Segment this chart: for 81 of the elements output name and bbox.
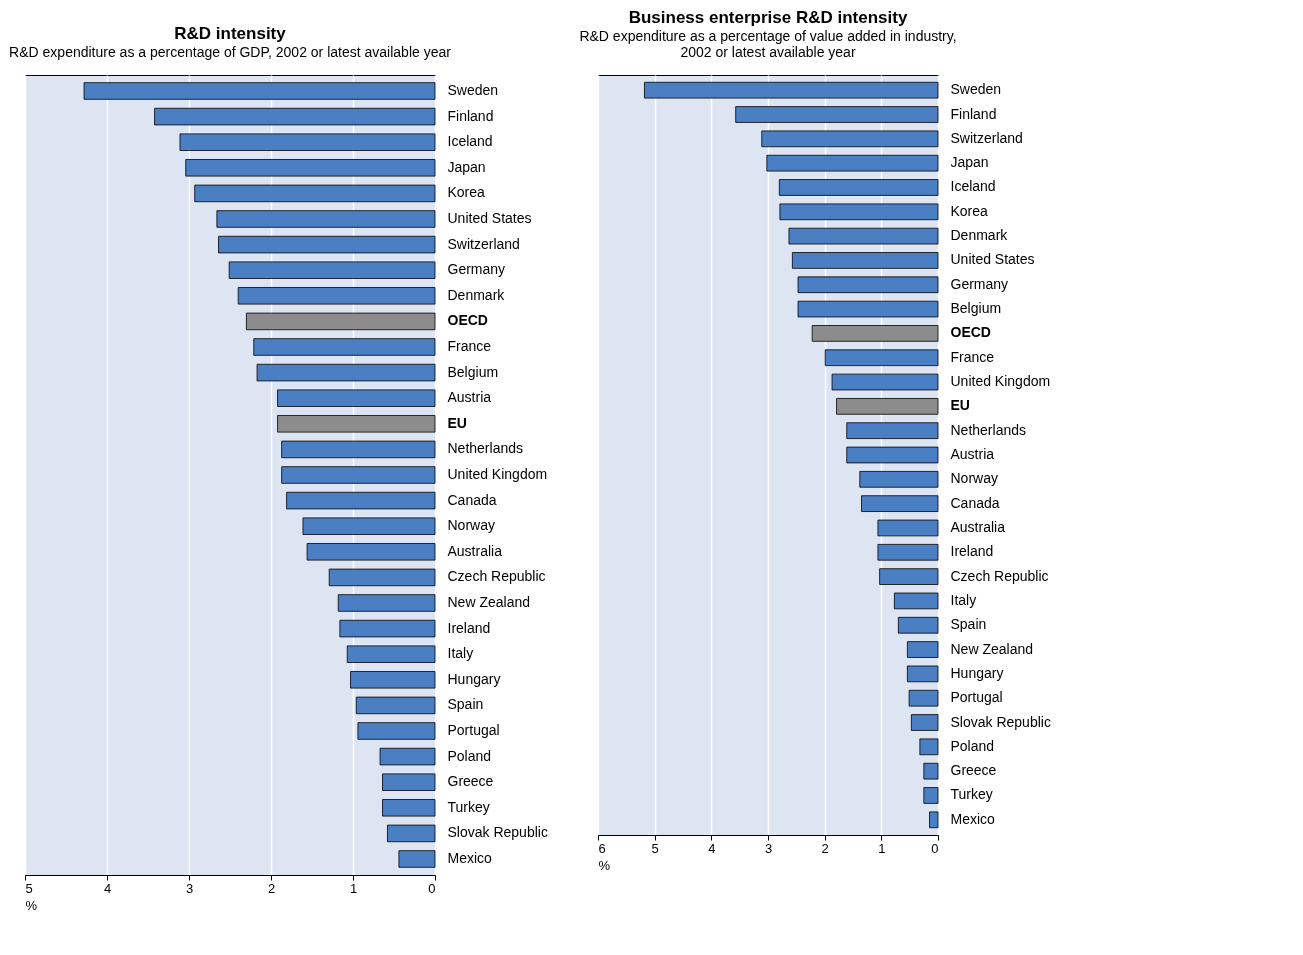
y-tick-label: Greece <box>950 762 997 779</box>
x-tick-label: 4 <box>708 840 716 856</box>
y-tick-label: Greece <box>447 773 494 790</box>
x-tick-label: 2 <box>267 880 276 896</box>
y-tick-label: Denmark <box>950 227 1009 244</box>
y-tick-label: Iceland <box>447 133 493 150</box>
y-tick-label: EU <box>447 414 467 431</box>
x-tick-label: 1 <box>349 880 358 896</box>
y-tick-label: Spain <box>447 696 484 713</box>
chart-title: R&D intensity <box>174 24 287 43</box>
x-axis-title: % <box>598 857 611 873</box>
x-tick-label: 5 <box>25 880 33 896</box>
y-tick-label: United Kingdom <box>447 466 548 482</box>
x-tick-label: 4 <box>103 880 112 896</box>
y-tick-label: Portugal <box>447 722 500 738</box>
y-tick-label: United States <box>447 210 532 226</box>
y-tick-label: New Zealand <box>447 594 530 610</box>
y-tick-label: Slovak Republic <box>950 713 1051 730</box>
y-tick-label: OECD <box>447 312 488 329</box>
y-tick-label: Austria <box>447 389 492 406</box>
y-tick-label: Switzerland <box>950 129 1023 146</box>
y-tick-label: Hungary <box>950 664 1004 681</box>
y-tick-label: Mexico <box>950 810 996 827</box>
y-tick-label: Mexico <box>447 850 493 866</box>
y-tick-label: EU <box>950 397 970 414</box>
y-tick-label: Finland <box>950 105 997 122</box>
y-tick-label: Netherlands <box>950 421 1026 438</box>
y-tick-label: Belgium <box>447 363 499 380</box>
y-tick-label: United Kingdom <box>950 373 1051 390</box>
y-tick-label: Switzerland <box>447 235 520 252</box>
x-tick-label: 3 <box>764 840 773 856</box>
y-tick-label: Korea <box>447 184 486 201</box>
y-tick-label: Poland <box>950 737 995 754</box>
y-tick-label: Slovak Republic <box>447 824 548 841</box>
x-axis-title: % <box>25 897 38 913</box>
x-tick-label: 1 <box>878 840 886 856</box>
y-tick-label: Japan <box>950 154 989 171</box>
y-tick-label: Turkey <box>447 798 490 815</box>
y-tick-label: Iceland <box>950 178 996 195</box>
y-tick-label: Sweden <box>950 81 1002 98</box>
y-tick-label: Hungary <box>447 670 501 687</box>
x-tick-label: 2 <box>821 840 829 856</box>
y-tick-label: Ireland <box>447 619 491 636</box>
x-tick-label: 0 <box>931 840 939 856</box>
y-tick-label: Germany <box>447 261 506 278</box>
y-tick-label: Canada <box>447 491 497 508</box>
y-tick-label: Poland <box>447 747 492 764</box>
y-tick-label: Australia <box>950 518 1006 535</box>
x-tick-label: 5 <box>651 840 659 856</box>
y-tick-label: OECD <box>950 324 991 341</box>
chart-title: Business enterprise R&D intensity <box>628 8 908 27</box>
y-tick-label: Japan <box>447 158 486 175</box>
y-tick-label: Czech Republic <box>950 567 1049 584</box>
y-tick-label: France <box>447 338 492 354</box>
y-tick-label: Austria <box>950 446 995 462</box>
y-tick-label: Finland <box>447 107 494 124</box>
x-tick-label: 3 <box>185 880 194 896</box>
y-tick-label: Czech Republic <box>447 568 546 585</box>
y-tick-label: Germany <box>950 275 1009 292</box>
y-tick-label: Sweden <box>447 82 499 98</box>
chart-subtitle: R&D expenditure as a percentage of GDP, 2002 or latest available year <box>9 44 452 60</box>
y-tick-label: Turkey <box>950 786 993 803</box>
x-tick-label: 0 <box>428 880 436 896</box>
x-tick-label: 6 <box>598 840 606 856</box>
y-tick-label: Canada <box>950 494 1000 511</box>
chart-subtitle: R&D expenditure as a percentage of value added in industry, 2002 or latest available year <box>579 28 957 60</box>
y-tick-label: Spain <box>950 616 987 633</box>
y-tick-label: Norway <box>447 517 495 534</box>
y-tick-label: Norway <box>950 470 998 487</box>
y-tick-label: Italy <box>447 645 474 662</box>
y-tick-label: Ireland <box>950 543 994 560</box>
y-tick-label: Italy <box>950 591 977 608</box>
y-tick-label: Portugal <box>950 689 1003 706</box>
y-tick-label: Australia <box>447 542 503 559</box>
y-tick-label: Korea <box>950 202 989 219</box>
y-tick-label: France <box>950 348 995 365</box>
y-tick-label: Denmark <box>447 286 506 303</box>
y-tick-label: Netherlands <box>447 440 523 457</box>
y-tick-label: Belgium <box>950 300 1002 317</box>
y-tick-label: United States <box>950 251 1035 268</box>
y-tick-label: New Zealand <box>950 640 1033 657</box>
